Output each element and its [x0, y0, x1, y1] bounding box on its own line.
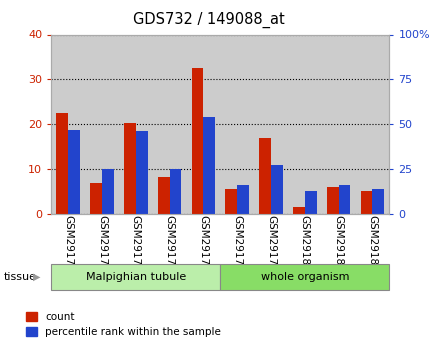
Bar	[85, 34, 119, 214]
Bar	[119, 34, 153, 214]
Bar	[68, 130, 80, 214]
Bar	[254, 34, 288, 214]
Text: GSM29179: GSM29179	[266, 215, 276, 272]
Bar	[220, 34, 254, 214]
Bar	[327, 187, 339, 214]
Bar	[293, 207, 305, 214]
Bar	[56, 113, 68, 214]
Bar	[102, 169, 114, 214]
Text: GSM29173: GSM29173	[63, 215, 73, 272]
Bar	[271, 166, 283, 214]
Bar	[356, 34, 389, 214]
Bar	[158, 177, 170, 214]
Text: GSM29177: GSM29177	[198, 215, 208, 272]
Bar	[90, 183, 102, 214]
Bar	[124, 123, 136, 214]
Text: whole organism: whole organism	[261, 272, 349, 282]
Text: GDS732 / 149088_at: GDS732 / 149088_at	[133, 12, 285, 28]
Bar	[220, 264, 389, 290]
Bar	[259, 138, 271, 214]
Bar	[170, 169, 182, 214]
Text: GSM29175: GSM29175	[131, 215, 141, 272]
Bar	[51, 264, 220, 290]
Bar	[372, 189, 384, 214]
Legend: count, percentile rank within the sample: count, percentile rank within the sample	[22, 308, 225, 342]
Text: GSM29174: GSM29174	[97, 215, 107, 272]
Bar	[339, 185, 351, 214]
Bar	[225, 189, 237, 214]
Bar	[237, 185, 249, 214]
Text: GSM29180: GSM29180	[300, 215, 310, 272]
Bar	[288, 34, 322, 214]
Text: GSM29178: GSM29178	[232, 215, 242, 272]
Bar	[191, 68, 203, 214]
Bar	[203, 117, 215, 214]
Text: GSM29176: GSM29176	[165, 215, 174, 272]
Text: GSM29181: GSM29181	[334, 215, 344, 272]
Bar	[153, 34, 186, 214]
Bar	[322, 34, 356, 214]
Text: GSM29182: GSM29182	[368, 215, 377, 272]
Bar	[360, 190, 372, 214]
Text: tissue: tissue	[4, 272, 36, 282]
Bar	[305, 190, 317, 214]
Bar	[186, 34, 220, 214]
Bar	[136, 131, 148, 214]
Text: ▶: ▶	[32, 272, 40, 282]
Text: Malpighian tubule: Malpighian tubule	[85, 272, 186, 282]
Bar	[51, 34, 85, 214]
